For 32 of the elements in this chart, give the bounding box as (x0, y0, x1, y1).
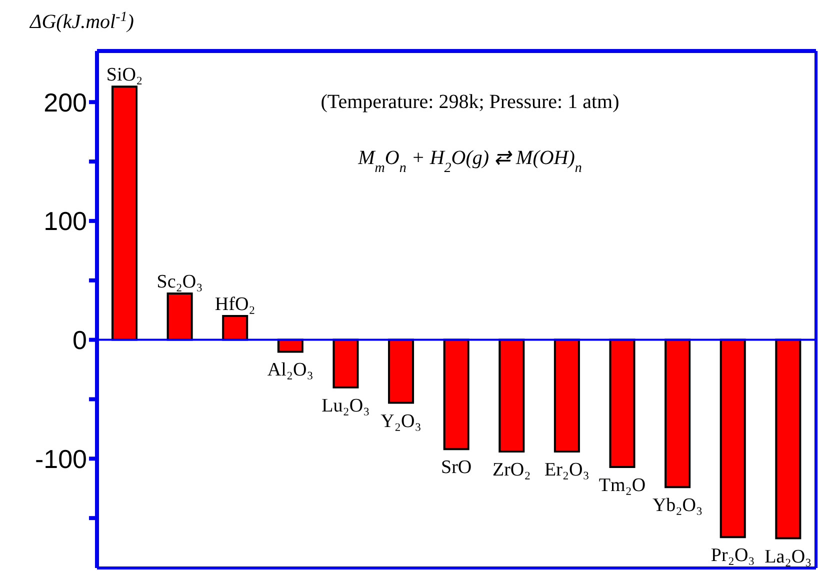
bar (222, 315, 248, 341)
x-tick-label: La₂O₃ (764, 546, 812, 568)
x-tick-label: HfO₂ (214, 294, 256, 316)
y-tick-label: -100 (34, 444, 87, 474)
y-tick-label: 0 (72, 325, 87, 356)
bar (332, 338, 359, 388)
bar (554, 338, 580, 453)
x-tick-label: Al₂O₃ (267, 360, 314, 381)
bar (609, 338, 636, 468)
bar (498, 338, 525, 453)
bar (775, 338, 802, 540)
x-tick-label: Lu₂O₃ (322, 395, 370, 416)
bar (664, 338, 691, 488)
bar (388, 338, 414, 404)
annotation: (Temperature: 298k; Pressure: 1 atm) (320, 91, 620, 113)
bar (111, 86, 138, 341)
x-tick-label: SrO (441, 457, 472, 478)
y-axis-title: ΔG(kJ.mol$^{-1}$) (29, 10, 134, 33)
x-tick-label: Sc₂O₃ (156, 271, 203, 292)
bar (166, 292, 193, 341)
x-tick-label: SiO₂ (106, 64, 143, 86)
bar (720, 338, 746, 538)
y-tick-label: 200 (44, 87, 87, 118)
x-tick-label: Tm₂O (598, 474, 646, 496)
bar (443, 338, 470, 450)
x-tick-label: Er₂O₃ (544, 460, 590, 481)
y-tick-label: 100 (44, 206, 87, 236)
annotation: M$_{m}$O$_{n}$ + H$_{2}$O(g) ⇄ M(OH)$_{n}$ (357, 147, 582, 176)
x-tick-label: Y₂O₃ (380, 410, 422, 432)
x-tick-label: ZrO₂ (492, 460, 531, 481)
x-tick-label: Yb₂O₃ (652, 495, 703, 516)
x-tick-label: Pr₂O₃ (710, 545, 755, 566)
